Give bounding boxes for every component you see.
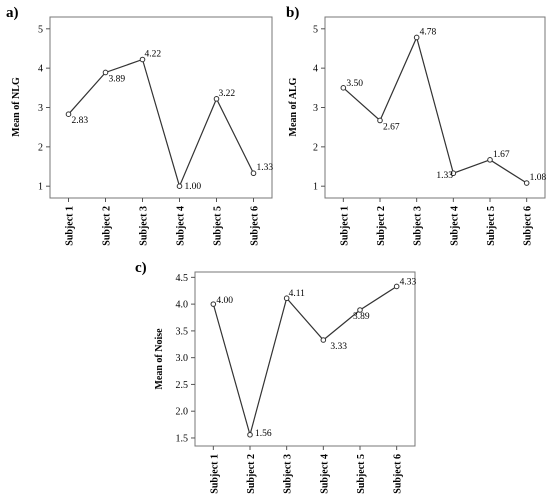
data-label: 1.00 (185, 182, 202, 192)
y-tick-label: 4 (313, 64, 318, 75)
y-tick-label: 5 (38, 24, 43, 35)
chart-panel-c: c) Mean of Noise 1.5 2.0 2.5 3.0 3.5 4.0 4.5 Su… (135, 260, 417, 494)
x-tick-label: Subject 5 (486, 206, 497, 246)
data-label: 4.11 (289, 289, 306, 299)
data-point (176, 183, 183, 189)
data-point (65, 111, 72, 117)
plot-frame (194, 271, 416, 447)
data-point (320, 337, 327, 343)
series-line (342, 35, 527, 184)
x-tick-label: Subject 4 (319, 454, 330, 494)
plot-marks: 1 2 3 4 5 Subject 1 Subject 2 Subject 3 Subject … (313, 24, 547, 245)
data-label: 4.33 (400, 277, 417, 287)
y-tick-label: 1.5 (176, 433, 189, 444)
x-tick-label: Subject 2 (376, 206, 387, 246)
data-label: 4.22 (145, 49, 162, 59)
data-point (210, 301, 217, 307)
data-label: 1.33 (436, 171, 453, 181)
y-tick-label: 1 (313, 182, 318, 193)
data-point (413, 34, 420, 41)
x-tick-label: Subject 3 (283, 454, 294, 494)
y-axis-title: Mean of NLG (11, 77, 22, 137)
x-tick-label: Subject 3 (413, 206, 424, 246)
data-point (250, 170, 257, 177)
x-tick-label: Subject 1 (65, 206, 76, 246)
x-tick-label: Subject 4 (449, 206, 460, 246)
data-label: 2.67 (383, 122, 400, 132)
x-tick-label: Subject 4 (176, 206, 187, 246)
data-point (340, 85, 347, 91)
data-label: 2.83 (72, 116, 89, 126)
x-tick-label: Subject 1 (339, 206, 350, 246)
y-tick-label: 3.5 (176, 326, 189, 337)
data-label: 1.67 (493, 150, 510, 160)
data-point (139, 56, 146, 63)
data-point (247, 431, 253, 438)
data-point (523, 180, 530, 186)
series-line (212, 285, 397, 438)
y-tick-label: 4.5 (176, 273, 189, 284)
data-point (213, 96, 220, 102)
panel-label: a) (6, 5, 19, 21)
data-label: 3.89 (353, 312, 370, 322)
x-tick-label: Subject 2 (102, 206, 113, 246)
data-point (487, 157, 493, 163)
plot-marks: 1.5 2.0 2.5 3.0 3.5 4.0 4.5 Subject 1 Subject 2 S… (176, 273, 417, 494)
y-tick-label: 4.0 (176, 300, 189, 311)
chart-panel-b: b) Mean of ALG 1 2 3 4 5 Subject 1 Subject 2 Su… (286, 5, 547, 246)
data-label: 4.00 (216, 296, 233, 306)
x-tick-label: Subject 5 (356, 454, 367, 494)
plot-frame (49, 16, 273, 199)
data-point (102, 69, 109, 76)
panel-label: b) (286, 5, 299, 21)
data-label: 1.56 (255, 429, 272, 439)
x-tick-label: Subject 6 (393, 454, 404, 494)
data-point (357, 307, 363, 313)
x-tick-label: Subject 5 (213, 206, 224, 246)
y-tick-label: 2 (313, 142, 318, 153)
y-axis-title: Mean of ALG (288, 77, 299, 136)
data-label: 3.89 (109, 74, 126, 84)
y-tick-label: 1 (38, 182, 43, 193)
x-tick-label: Subject 6 (250, 206, 261, 246)
y-axis-title: Mean of Noise (154, 328, 165, 390)
x-tick-label: Subject 6 (523, 206, 534, 246)
x-tick-label: Subject 3 (139, 206, 150, 246)
y-tick-label: 4 (38, 64, 43, 75)
y-tick-label: 2.0 (176, 407, 189, 418)
data-point (283, 295, 290, 302)
data-label: 3.33 (330, 342, 347, 352)
y-tick-label: 3 (313, 103, 318, 114)
chart-panel-a: a) Mean of NLG 1 2 3 4 5 Subject 1 Subject 2 Su… (6, 5, 273, 246)
x-tick-label: Subject 2 (246, 454, 257, 494)
data-label: 1.08 (530, 173, 547, 183)
plot-marks: 1 2 3 4 5 Subject 1 Subject 2 Subject 3 Subject … (38, 24, 273, 245)
x-tick-label: Subject 1 (209, 454, 220, 494)
data-point (377, 117, 383, 124)
data-point (450, 170, 457, 177)
data-label: 3.50 (346, 79, 363, 89)
data-label: 3.22 (219, 89, 236, 99)
y-tick-label: 2 (38, 142, 43, 153)
data-label: 4.78 (420, 27, 437, 37)
data-point (393, 283, 400, 290)
data-label: 1.33 (257, 163, 274, 173)
y-tick-label: 3.0 (176, 353, 189, 364)
panel-label: c) (135, 260, 147, 276)
series-line (68, 58, 255, 188)
y-tick-label: 2.5 (176, 380, 189, 391)
y-tick-label: 5 (313, 24, 318, 35)
y-tick-label: 3 (38, 103, 43, 114)
